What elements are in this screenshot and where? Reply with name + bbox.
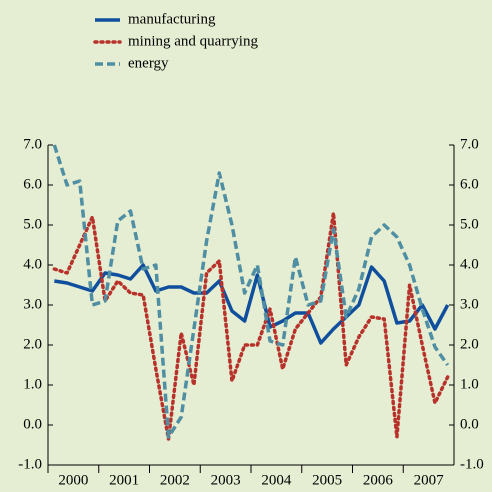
x-tick-label: 2003 (211, 472, 241, 488)
series-line (54, 263, 450, 345)
x-tick-label: 2005 (312, 472, 342, 488)
y2-tick-label: 5.0 (460, 216, 479, 232)
y-tick-label: 0.0 (23, 416, 42, 432)
x-tick-label: 2004 (261, 472, 292, 488)
y2-tick-label: 2.0 (460, 336, 479, 352)
y2-tick-label: 3.0 (460, 296, 479, 312)
series-line (52, 211, 450, 441)
y2-tick-label: -1.0 (460, 456, 484, 472)
x-tick-label: 2001 (109, 472, 139, 488)
y-tick-label: 6.0 (23, 176, 42, 192)
y2-tick-label: 4.0 (460, 256, 479, 272)
y2-tick-label: 6.0 (460, 176, 479, 192)
legend-label: energy (128, 55, 169, 71)
y-tick-label: 3.0 (23, 296, 42, 312)
y2-tick-label: 7.0 (460, 136, 479, 152)
legend-label: mining and quarrying (128, 33, 258, 49)
y-tick-label: 7.0 (23, 136, 42, 152)
x-tick-label: 2006 (363, 472, 394, 488)
x-tick-label: 2002 (160, 472, 190, 488)
y-tick-label: 2.0 (23, 336, 42, 352)
y-tick-label: 1.0 (23, 376, 42, 392)
y-tick-label: 5.0 (23, 216, 42, 232)
x-tick-label: 2007 (414, 472, 445, 488)
series-line (52, 144, 450, 439)
y-tick-label: 4.0 (23, 256, 42, 272)
y2-tick-label: 1.0 (460, 376, 479, 392)
y2-tick-label: 0.0 (460, 416, 479, 432)
x-tick-label: 2000 (58, 472, 88, 488)
legend-label: manufacturing (128, 11, 216, 27)
y-tick-label: -1.0 (18, 456, 42, 472)
